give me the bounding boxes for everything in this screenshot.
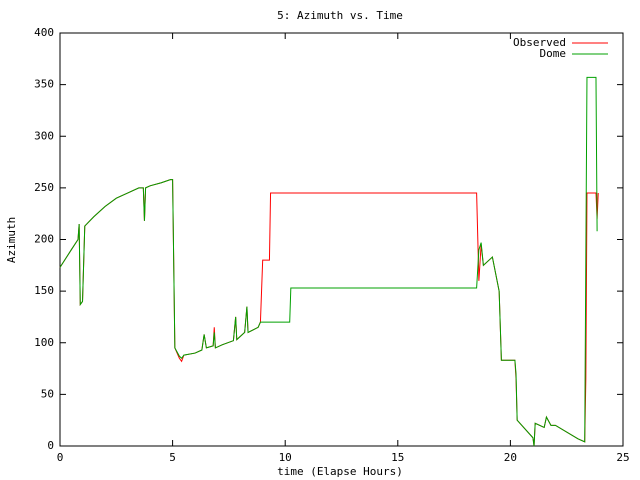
y-axis-label: Azimuth bbox=[5, 217, 18, 263]
legend-label: Observed bbox=[513, 36, 566, 49]
chart-title: 5: Azimuth vs. Time bbox=[277, 9, 403, 22]
y-tick-label: 200 bbox=[34, 233, 54, 246]
x-tick-label: 15 bbox=[391, 451, 404, 464]
y-tick-label: 250 bbox=[34, 181, 54, 194]
x-tick-label: 25 bbox=[616, 451, 629, 464]
x-axis-label: time (Elapse Hours) bbox=[277, 465, 403, 478]
y-tick-label: 300 bbox=[34, 129, 54, 142]
legend-label: Dome bbox=[540, 47, 567, 60]
y-tick-label: 350 bbox=[34, 78, 54, 91]
x-tick-label: 20 bbox=[504, 451, 517, 464]
x-tick-label: 0 bbox=[57, 451, 64, 464]
y-tick-label: 400 bbox=[34, 26, 54, 39]
y-tick-label: 150 bbox=[34, 284, 54, 297]
y-tick-label: 100 bbox=[34, 336, 54, 349]
y-tick-label: 0 bbox=[47, 439, 54, 452]
x-tick-label: 5 bbox=[169, 451, 176, 464]
x-tick-label: 10 bbox=[279, 451, 292, 464]
data-line bbox=[59, 76, 598, 447]
y-tick-label: 50 bbox=[41, 387, 54, 400]
